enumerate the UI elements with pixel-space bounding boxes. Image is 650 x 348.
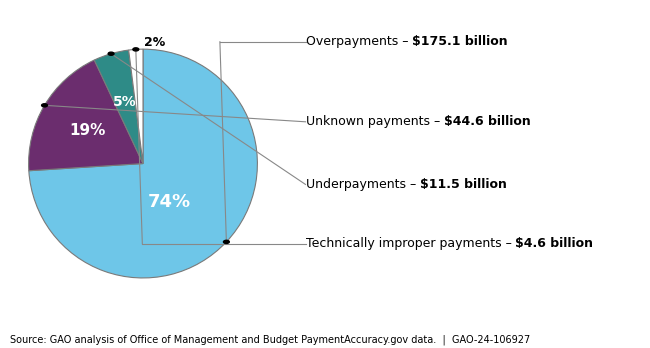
Text: 2%: 2%	[144, 36, 165, 49]
Text: Unknown payments –: Unknown payments –	[306, 115, 444, 128]
Text: $4.6 billion: $4.6 billion	[515, 237, 593, 250]
Text: 5%: 5%	[113, 95, 137, 109]
Text: $11.5 billion: $11.5 billion	[420, 178, 506, 191]
Wedge shape	[94, 50, 143, 164]
Text: Source: GAO analysis of Office of Management and Budget PaymentAccuracy.gov data: Source: GAO analysis of Office of Manage…	[10, 334, 530, 345]
Text: Technically improper payments –: Technically improper payments –	[306, 237, 515, 250]
Text: $44.6 billion: $44.6 billion	[444, 115, 530, 128]
Text: $175.1 billion: $175.1 billion	[412, 35, 508, 48]
Text: Underpayments –: Underpayments –	[306, 178, 420, 191]
Text: 74%: 74%	[148, 193, 190, 211]
Text: Overpayments –: Overpayments –	[306, 35, 412, 48]
Wedge shape	[29, 49, 257, 278]
Wedge shape	[29, 60, 143, 171]
Text: 19%: 19%	[70, 124, 106, 139]
Wedge shape	[129, 49, 143, 164]
